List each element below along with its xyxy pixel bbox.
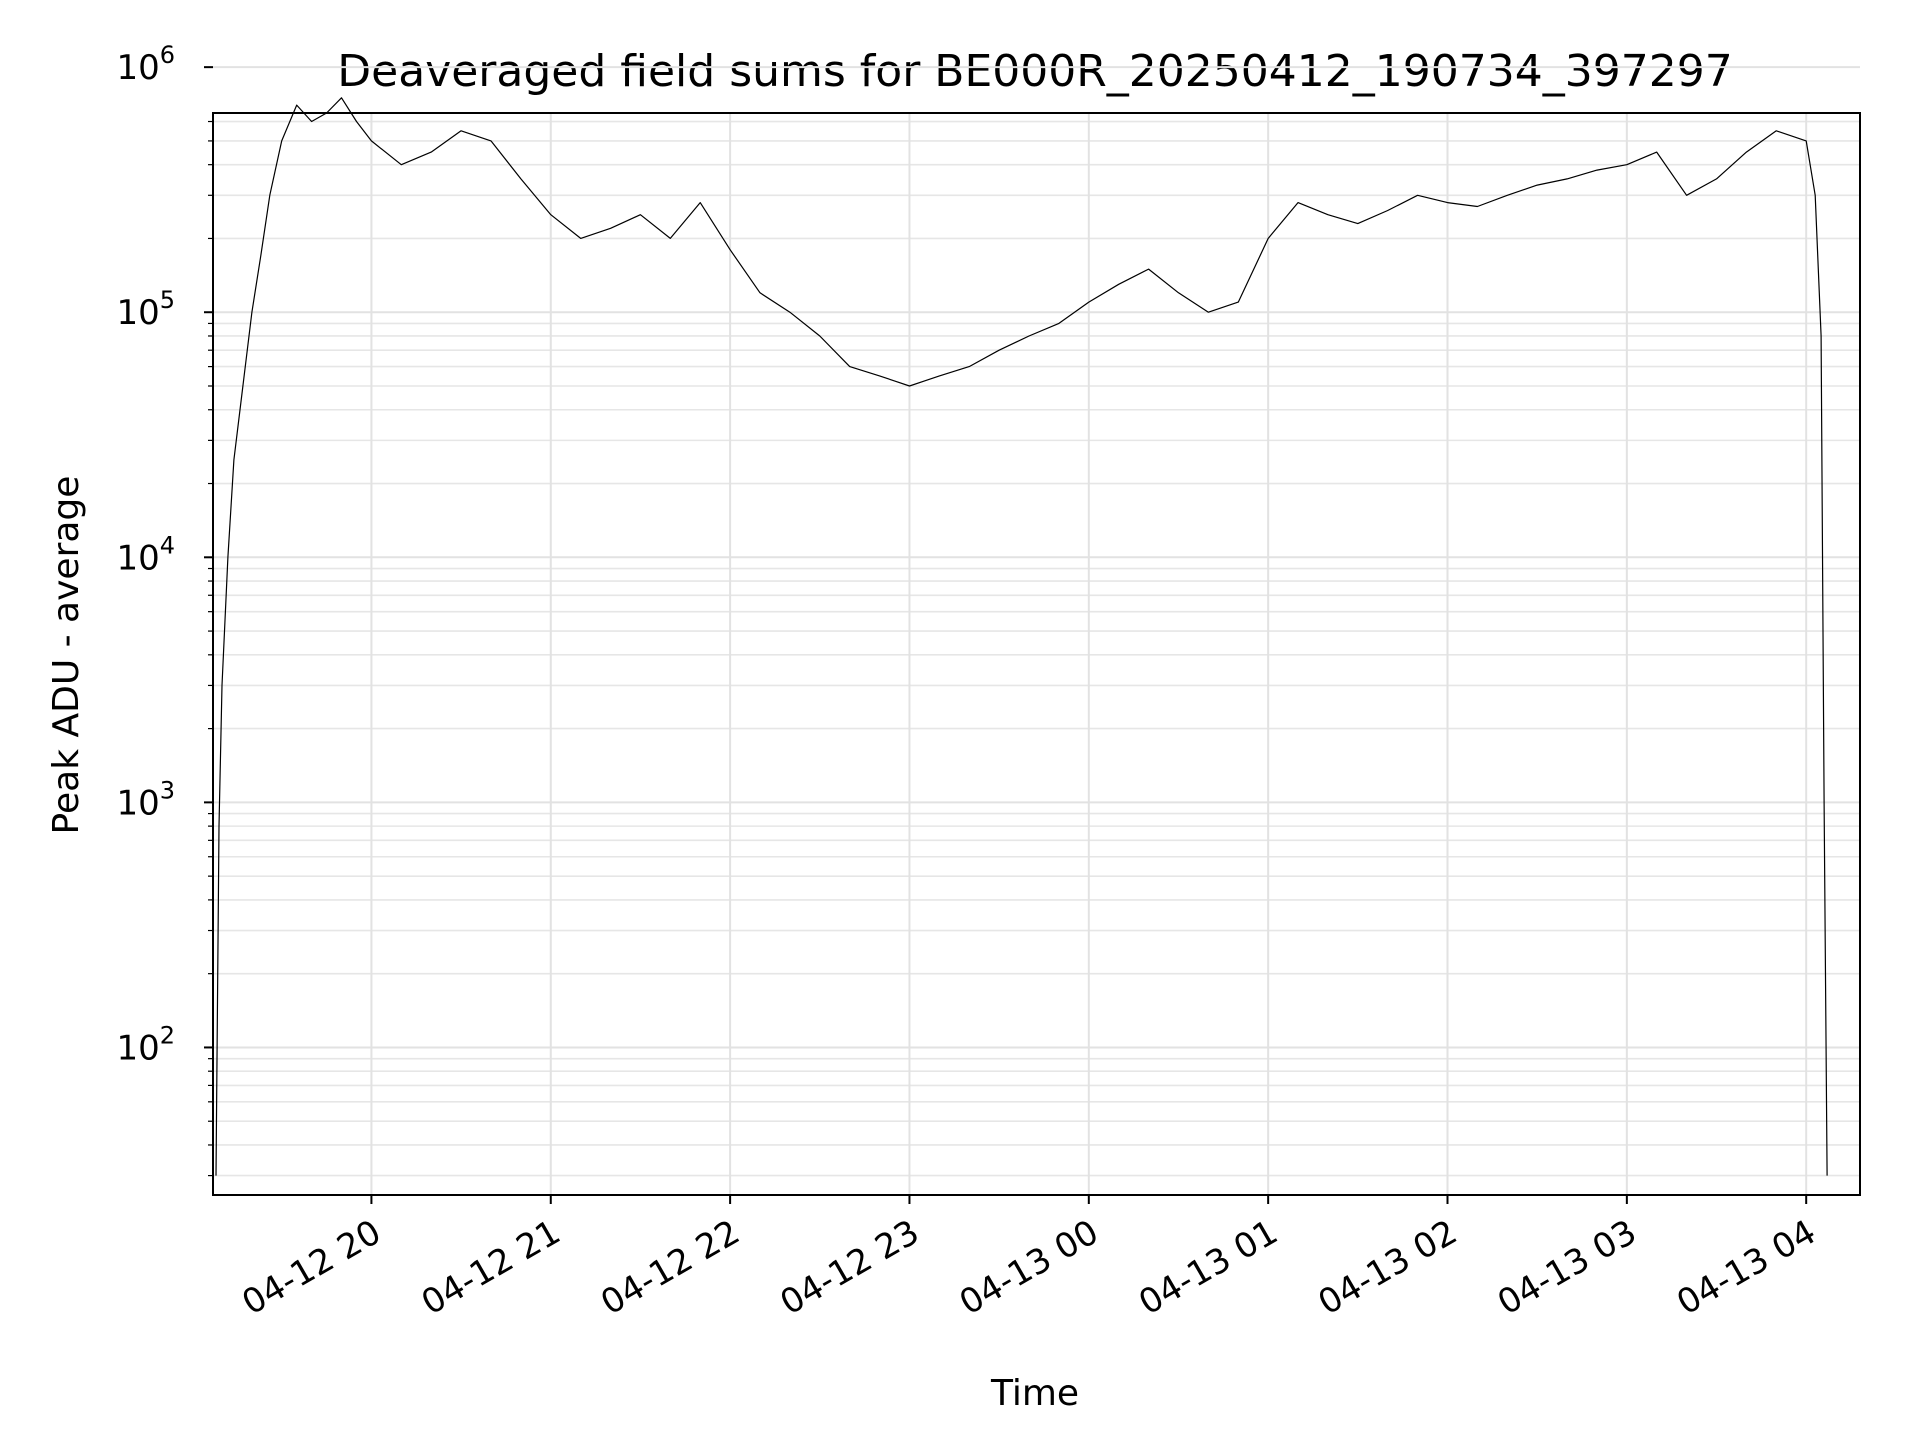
grid: [213, 66, 1860, 1195]
data-series-line: [215, 97, 1828, 1176]
plot-frame: [212, 112, 1861, 1196]
y-tick-label-exponent: 5: [160, 286, 175, 314]
y-tick-label-exponent: 3: [160, 776, 175, 804]
y-tick-label-exponent: 6: [160, 41, 175, 69]
y-tick-label-exponent: 4: [160, 531, 175, 559]
series-layer: [215, 97, 1828, 1176]
x-axis-label: Time: [990, 1373, 1079, 1414]
y-axis-label: Peak ADU - average: [46, 476, 87, 835]
y-tick-label-exponent: 2: [160, 1021, 175, 1049]
y-tick-label: 104: [116, 531, 175, 578]
chart-title: Deaveraged field sums for BE000R_2025041…: [337, 46, 1732, 97]
